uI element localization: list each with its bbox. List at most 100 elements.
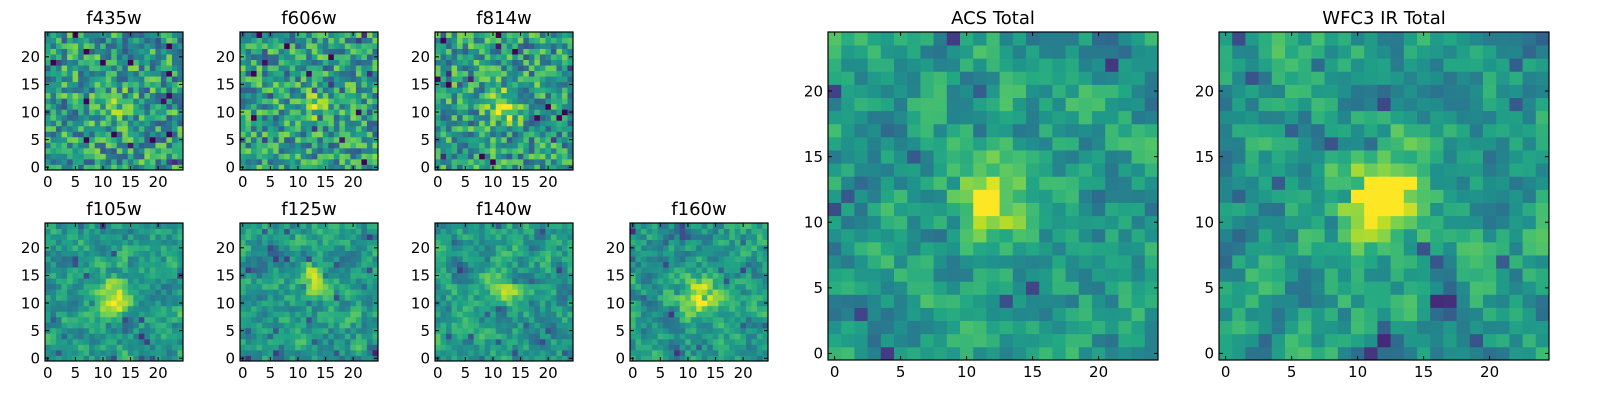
heatmap-cell [468,164,475,171]
heatmap-cell [355,164,362,171]
heatmap-cell [171,125,178,132]
heatmap-cell [160,256,167,263]
heatmap-cell [446,32,452,38]
heatmap-cell [907,320,921,335]
heatmap-cell [289,120,296,127]
heatmap-cell [72,48,79,55]
heatmap-cell [440,278,447,285]
heatmap-cell [344,261,351,268]
heatmap-cell [550,344,557,351]
heatmap-cell [729,250,736,257]
heatmap-cell [127,256,134,263]
heatmap-cell [751,289,758,296]
heatmap-cell [933,320,948,335]
heatmap-cell [300,305,307,312]
heatmap-cell [745,223,752,229]
heatmap-cell [155,261,162,268]
heatmap-cell [495,54,502,60]
heatmap-cell [56,300,62,307]
heatmap-cell [512,32,519,38]
heatmap-cell [462,136,469,143]
heatmap-cell [668,327,675,334]
heatmap-cell [457,131,463,138]
heatmap-cell [635,349,642,356]
heatmap-cell [160,278,167,285]
heatmap-cell [245,54,252,60]
heatmap-cell [707,278,714,285]
heatmap-cell [133,245,140,251]
heatmap-cell [322,245,329,251]
heatmap-cell [50,327,57,334]
heatmap-cell [56,349,62,356]
heatmap-cell [311,256,318,263]
heatmap-cell [545,125,552,132]
heatmap-cell [550,114,557,121]
heatmap-cell [171,272,178,279]
heatmap-cell [641,239,647,246]
heatmap-cell [701,283,708,290]
heatmap-cell [78,338,85,345]
heatmap-cell [635,267,642,274]
heatmap-cell [1144,346,1159,361]
heatmap-cell [50,43,57,49]
heatmap-cell [355,48,362,55]
heatmap-cell [306,333,313,340]
heatmap-cell [105,278,112,285]
heatmap-cell [127,131,134,138]
heatmap-cell [490,294,497,301]
heatmap-cell [133,305,140,312]
heatmap-cell [100,158,107,165]
heatmap-cell [550,43,557,49]
heatmap-cell [462,125,469,132]
heatmap-cell [762,305,769,312]
heatmap-cell [1065,163,1080,177]
x-tick-label: 15 [511,173,530,191]
heatmap-cell [366,267,373,274]
heatmap-cell [701,333,708,340]
x-tick-label: 10 [93,364,112,382]
heatmap-cell [177,103,184,110]
heatmap-cell [344,305,351,312]
heatmap-cell [149,300,156,307]
heatmap-cell [523,250,530,257]
heatmap-cell [1065,307,1080,322]
heatmap-cell [149,311,156,318]
heatmap-cell [45,153,51,160]
heatmap-cell [166,250,173,257]
heatmap-cell [641,316,647,323]
heatmap-cell [567,289,574,296]
heatmap-cell [105,125,112,132]
heatmap-cell [267,59,274,66]
heatmap-cell [278,349,285,356]
heatmap-cell [284,311,291,318]
heatmap-cell [284,239,291,246]
heatmap-cell [177,261,184,268]
heatmap-cell [457,32,463,38]
heatmap-cell [350,283,357,290]
heatmap-cell [89,316,96,323]
heatmap-cell [133,37,140,44]
heatmap-cell [646,228,653,235]
heatmap-cell [479,338,486,345]
heatmap-cell [468,355,475,362]
heatmap-cell [495,327,502,334]
heatmap-cell [517,103,524,110]
heatmap-cell [105,272,112,279]
heatmap-cell [920,241,934,256]
heatmap-cell [289,92,296,99]
heatmap-cell [300,327,307,334]
heatmap-cell [652,228,658,235]
heatmap-cell [468,294,475,301]
heatmap-cell [652,311,658,318]
heatmap-cell [1026,163,1040,177]
heatmap-cell [138,103,145,110]
heatmap-cell [300,333,307,340]
heatmap-cell [94,327,101,334]
heatmap-cell [56,267,62,274]
heatmap-cell [245,267,252,274]
heatmap-cell [545,311,552,318]
heatmap-cell [78,239,85,246]
heatmap-cell [512,234,519,240]
heatmap-cell [528,59,535,66]
